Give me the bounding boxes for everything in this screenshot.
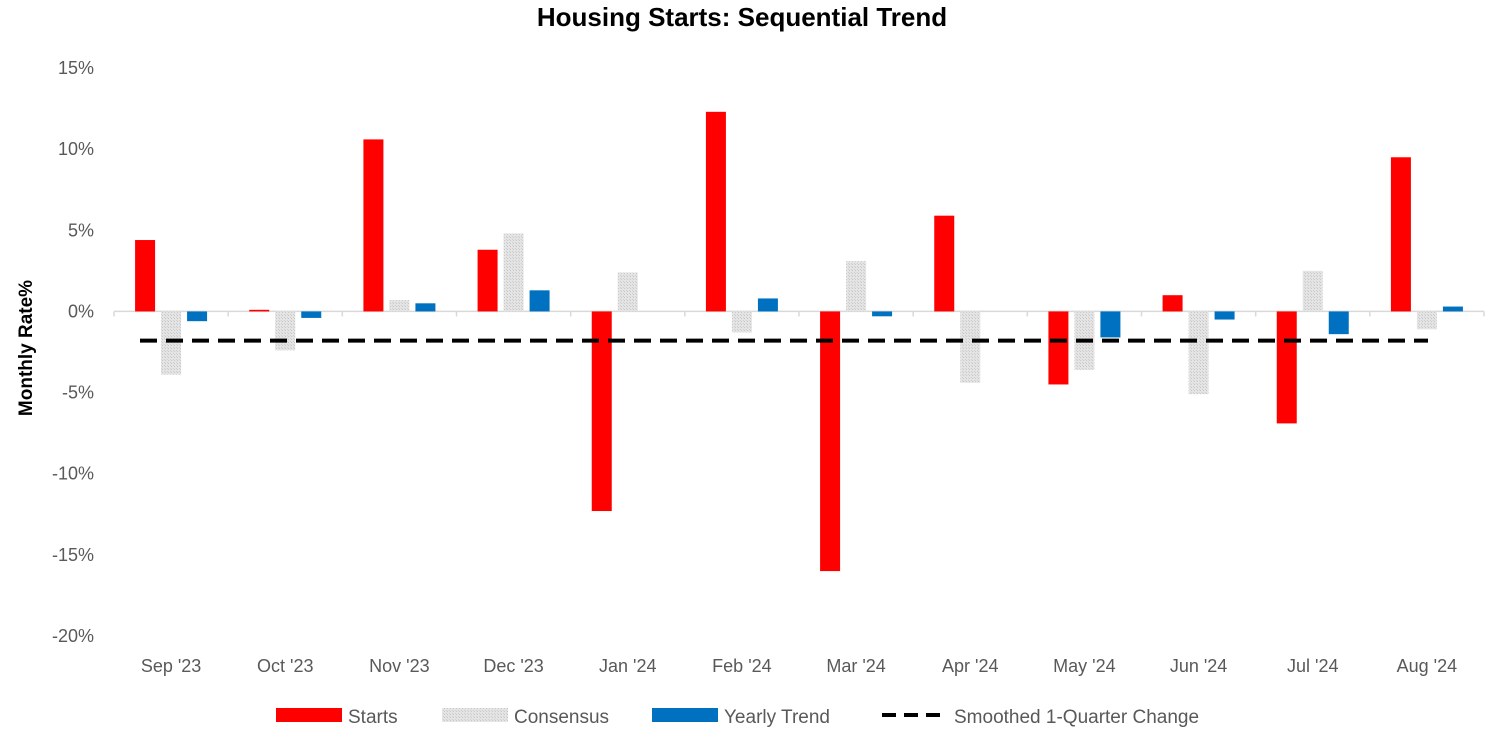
y-axis-label: Monthly Rate% xyxy=(16,280,37,416)
consensus-bar xyxy=(1188,311,1209,395)
x-tick-label: Dec '23 xyxy=(483,656,543,676)
x-tick-label: Jul '24 xyxy=(1287,656,1338,676)
yearly-trend-bar xyxy=(301,311,322,318)
consensus-bar xyxy=(960,311,981,383)
x-tick-label: Oct '23 xyxy=(257,656,313,676)
starts-bar xyxy=(1390,157,1411,312)
legend-item-consensus-label: Consensus xyxy=(514,707,609,728)
starts-bar xyxy=(1276,311,1297,424)
x-tick-label: Sep '23 xyxy=(141,656,202,676)
x-tick-label: Apr '24 xyxy=(942,656,998,676)
yearly-trend-bar xyxy=(757,298,778,312)
yearly-trend-bar xyxy=(187,311,208,322)
starts-bar xyxy=(820,311,841,572)
x-axis xyxy=(113,310,1485,317)
x-tick-label: Jun '24 xyxy=(1170,656,1227,676)
yearly-trend-bar xyxy=(872,311,893,317)
x-tick-label: Jan '24 xyxy=(599,656,656,676)
y-tick-label: 10% xyxy=(58,139,94,159)
legend: Starts Consensus Yearly Trend Smoothed 1-Qu… xyxy=(276,707,1199,728)
y-tick-label: -5% xyxy=(62,383,94,403)
legend-item-yearly-trend-label: Yearly Trend xyxy=(724,707,830,728)
yearly-trend-bar xyxy=(1442,306,1463,312)
chart-title: Housing Starts: Sequential Trend xyxy=(537,2,947,32)
x-tick-label: Feb '24 xyxy=(712,656,771,676)
y-tick-label: 0% xyxy=(68,301,94,321)
y-tick-label: -15% xyxy=(52,545,94,565)
legend-item-starts-swatch xyxy=(276,708,342,722)
consensus-bar xyxy=(275,311,296,351)
legend-item-starts-label: Starts xyxy=(348,707,398,728)
consensus-bar xyxy=(731,311,752,333)
consensus-bar xyxy=(389,300,410,312)
bars xyxy=(135,111,1463,572)
consensus-bar xyxy=(503,233,524,312)
consensus-bar xyxy=(161,311,182,375)
legend-item-consensus-swatch xyxy=(442,708,508,722)
x-tick-label: May '24 xyxy=(1053,656,1115,676)
y-tick-label: 15% xyxy=(58,58,94,78)
legend-item-yearly-trend-swatch xyxy=(652,708,718,722)
consensus-bar xyxy=(617,272,638,312)
starts-bar xyxy=(591,311,612,512)
starts-bar xyxy=(135,240,156,312)
x-tick-label: Mar '24 xyxy=(826,656,885,676)
yearly-trend-bar xyxy=(415,303,436,312)
y-tick-label: 5% xyxy=(68,220,94,240)
starts-bar xyxy=(934,215,955,312)
consensus-bar xyxy=(1302,270,1323,312)
yearly-trend-bar xyxy=(1214,311,1235,320)
starts-bar xyxy=(1162,295,1183,312)
yearly-trend-bar xyxy=(529,290,550,312)
consensus-bar xyxy=(1416,311,1437,330)
starts-bar xyxy=(477,249,498,312)
x-tick-label: Nov '23 xyxy=(369,656,429,676)
starts-bar xyxy=(1048,311,1069,385)
y-tick-label: -20% xyxy=(52,626,94,646)
x-tick-labels: Sep '23 Oct '23 Nov '23 Dec '23 Jan '24 Feb '… xyxy=(141,656,1457,676)
y-tick-label: -10% xyxy=(52,464,94,484)
consensus-bar xyxy=(846,261,867,312)
y-tick-labels: 15% 10% 5% 0% -5% -10% -15% -20% xyxy=(52,58,94,646)
yearly-trend-bar xyxy=(1100,311,1121,338)
starts-bar xyxy=(705,111,726,312)
starts-bar xyxy=(249,309,270,312)
starts-bar xyxy=(363,139,384,312)
legend-item-smoothed-label: Smoothed 1-Quarter Change xyxy=(954,707,1199,728)
x-tick-label: Aug '24 xyxy=(1397,656,1458,676)
yearly-trend-bar xyxy=(1328,311,1349,335)
